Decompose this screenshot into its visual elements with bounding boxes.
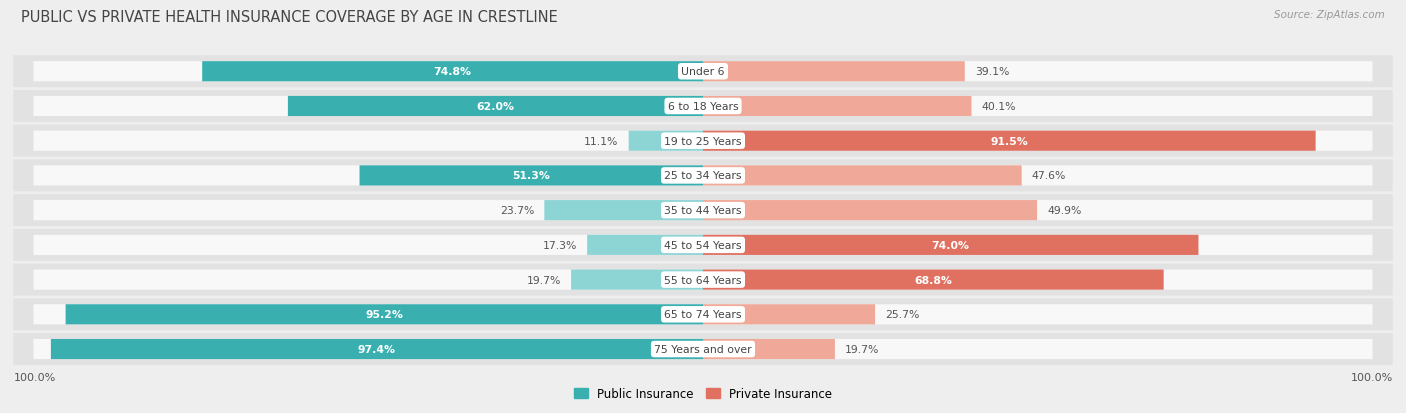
FancyBboxPatch shape [703,235,1372,255]
Text: 49.9%: 49.9% [1047,206,1081,216]
FancyBboxPatch shape [703,97,1372,117]
FancyBboxPatch shape [34,304,703,325]
Text: 6 to 18 Years: 6 to 18 Years [668,102,738,112]
FancyBboxPatch shape [703,270,1372,290]
FancyBboxPatch shape [288,97,703,117]
FancyBboxPatch shape [13,91,1393,123]
FancyBboxPatch shape [66,304,703,325]
FancyBboxPatch shape [13,56,1393,88]
FancyBboxPatch shape [703,201,1038,221]
FancyBboxPatch shape [703,339,835,359]
FancyBboxPatch shape [703,131,1316,152]
FancyBboxPatch shape [628,131,703,152]
Text: 19 to 25 Years: 19 to 25 Years [664,136,742,146]
FancyBboxPatch shape [34,270,703,290]
Text: 25 to 34 Years: 25 to 34 Years [664,171,742,181]
Text: 68.8%: 68.8% [914,275,952,285]
Text: 19.7%: 19.7% [527,275,561,285]
Text: Under 6: Under 6 [682,67,724,77]
FancyBboxPatch shape [703,97,972,117]
FancyBboxPatch shape [544,201,703,221]
FancyBboxPatch shape [34,166,703,186]
Text: 47.6%: 47.6% [1032,171,1066,181]
FancyBboxPatch shape [703,62,965,82]
FancyBboxPatch shape [703,304,875,325]
FancyBboxPatch shape [588,235,703,255]
FancyBboxPatch shape [13,160,1393,192]
Text: 62.0%: 62.0% [477,102,515,112]
FancyBboxPatch shape [13,126,1393,157]
FancyBboxPatch shape [703,304,1372,325]
FancyBboxPatch shape [703,166,1022,186]
FancyBboxPatch shape [34,235,703,255]
FancyBboxPatch shape [703,201,1372,221]
Text: 91.5%: 91.5% [990,136,1028,146]
FancyBboxPatch shape [360,166,703,186]
Text: 100.0%: 100.0% [14,372,56,382]
FancyBboxPatch shape [703,166,1372,186]
Text: 19.7%: 19.7% [845,344,879,354]
FancyBboxPatch shape [51,339,703,359]
Text: 17.3%: 17.3% [543,240,576,250]
Text: 95.2%: 95.2% [366,310,404,320]
Text: 55 to 64 Years: 55 to 64 Years [664,275,742,285]
Text: 40.1%: 40.1% [981,102,1017,112]
FancyBboxPatch shape [13,229,1393,261]
FancyBboxPatch shape [34,62,703,82]
FancyBboxPatch shape [34,201,703,221]
FancyBboxPatch shape [13,264,1393,296]
Text: 23.7%: 23.7% [501,206,534,216]
Text: 74.0%: 74.0% [932,240,970,250]
FancyBboxPatch shape [13,195,1393,227]
FancyBboxPatch shape [703,235,1198,255]
FancyBboxPatch shape [571,270,703,290]
Text: Source: ZipAtlas.com: Source: ZipAtlas.com [1274,10,1385,20]
Text: 65 to 74 Years: 65 to 74 Years [664,310,742,320]
FancyBboxPatch shape [703,339,1372,359]
Text: PUBLIC VS PRIVATE HEALTH INSURANCE COVERAGE BY AGE IN CRESTLINE: PUBLIC VS PRIVATE HEALTH INSURANCE COVER… [21,10,558,25]
Text: 39.1%: 39.1% [974,67,1010,77]
Text: 51.3%: 51.3% [512,171,550,181]
Legend: Public Insurance, Private Insurance: Public Insurance, Private Insurance [569,383,837,405]
FancyBboxPatch shape [202,62,703,82]
Text: 100.0%: 100.0% [1350,372,1392,382]
FancyBboxPatch shape [703,131,1372,152]
FancyBboxPatch shape [34,339,703,359]
FancyBboxPatch shape [13,299,1393,330]
Text: 74.8%: 74.8% [433,67,471,77]
FancyBboxPatch shape [703,270,1164,290]
Text: 25.7%: 25.7% [886,310,920,320]
FancyBboxPatch shape [34,97,703,117]
Text: 75 Years and over: 75 Years and over [654,344,752,354]
Text: 97.4%: 97.4% [359,344,396,354]
Text: 45 to 54 Years: 45 to 54 Years [664,240,742,250]
FancyBboxPatch shape [13,333,1393,365]
Text: 11.1%: 11.1% [585,136,619,146]
FancyBboxPatch shape [34,131,703,152]
Text: 35 to 44 Years: 35 to 44 Years [664,206,742,216]
FancyBboxPatch shape [703,62,1372,82]
